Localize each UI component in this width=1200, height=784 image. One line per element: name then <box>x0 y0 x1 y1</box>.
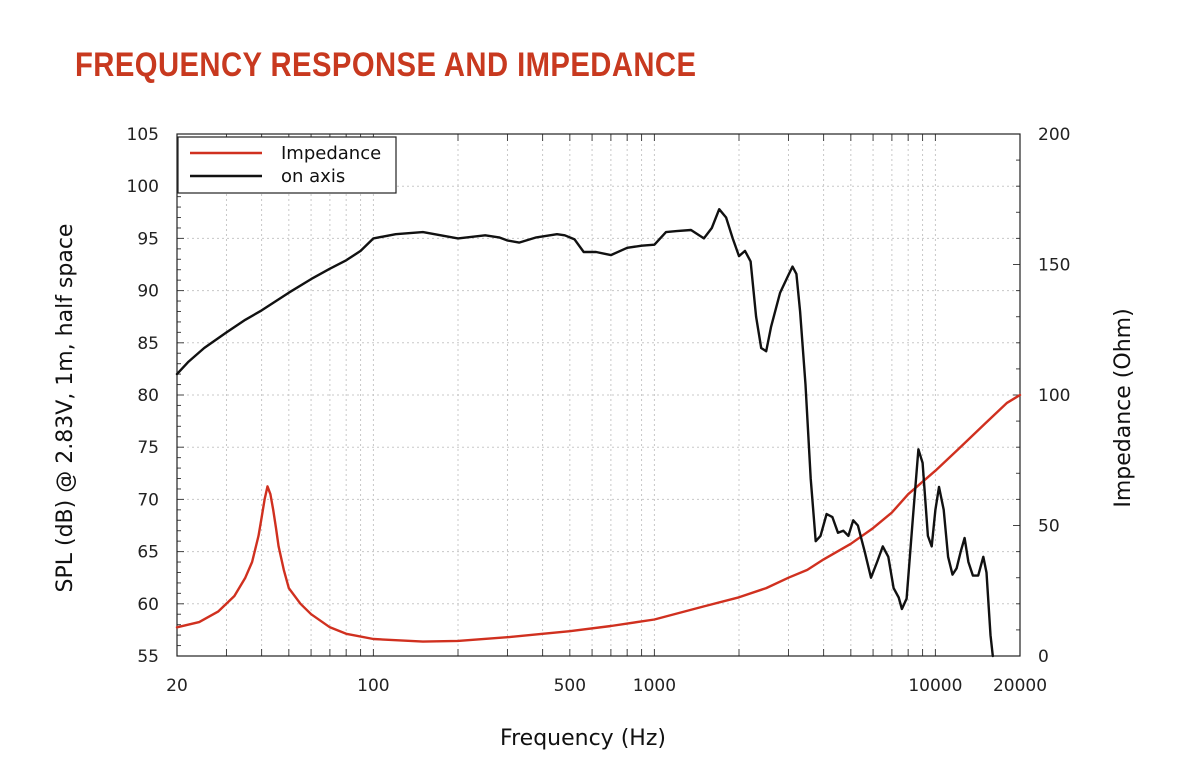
legend-label-on-axis: on axis <box>281 166 345 187</box>
y-left-tick-label: 80 <box>137 386 159 406</box>
grid <box>176 133 1021 657</box>
legend-label-impedance: Impedance <box>281 143 381 164</box>
legend: Impedance on axis <box>177 136 397 194</box>
legend-box <box>177 136 397 194</box>
y-right-tick-label: 0 <box>1038 647 1049 667</box>
y-right-tick-label: 100 <box>1038 386 1070 406</box>
x-tick-label: 20 <box>166 676 188 696</box>
x-tick-label: 1000 <box>633 676 676 696</box>
x-tick-label: 500 <box>554 676 586 696</box>
y-left-tick-label: 100 <box>127 177 159 197</box>
y-right-tick-label: 150 <box>1038 256 1070 276</box>
y-right-tick-label: 50 <box>1038 517 1060 537</box>
left-y-axis-title: SPL (dB) @ 2.83V, 1m, half space <box>53 224 78 593</box>
series-line-impedance <box>175 393 1022 643</box>
x-axis-title: Frequency (Hz) <box>500 726 666 751</box>
y-left-tick-label: 95 <box>137 229 159 249</box>
x-tick-label: 10000 <box>908 676 962 696</box>
right-y-axis-title: Impedance (Ohm) <box>1111 308 1136 507</box>
y-left-tick-label: 85 <box>137 334 159 354</box>
y-right-tick-label: 200 <box>1038 125 1070 145</box>
series-layer <box>175 208 1022 658</box>
y-left-tick-label: 65 <box>137 543 159 563</box>
tick-labels: 55 60 65 70 75 80 85 90 95 100 105 0 50 100 150 200 20 10… <box>127 125 1071 696</box>
x-tick-label: 100 <box>357 676 389 696</box>
page-title: FREQUENCY RESPONSE AND IMPEDANCE <box>75 46 697 84</box>
y-left-tick-label: 70 <box>137 490 159 510</box>
y-left-tick-label: 105 <box>127 125 159 145</box>
y-left-tick-label: 60 <box>137 595 159 615</box>
y-left-tick-label: 75 <box>137 438 159 458</box>
y-left-tick-label: 90 <box>137 282 159 302</box>
series-line-on-axis <box>175 208 994 658</box>
y-left-tick-label: 55 <box>137 647 159 667</box>
x-tick-label: 20000 <box>993 676 1047 696</box>
